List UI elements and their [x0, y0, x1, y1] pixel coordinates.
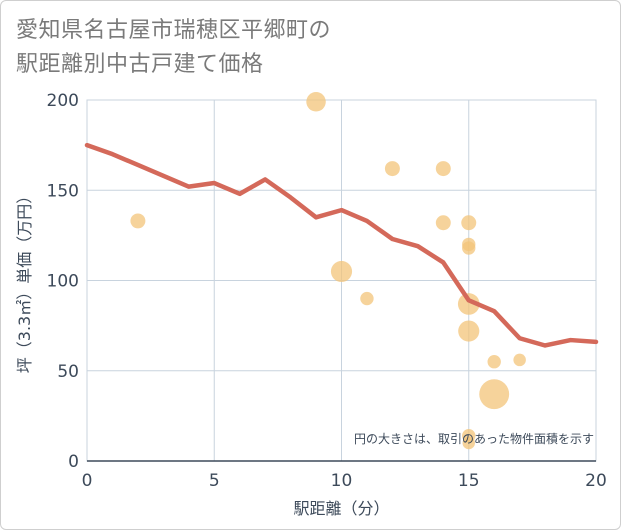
x-tick-label: 10 — [331, 471, 353, 491]
data-bubble — [479, 379, 510, 410]
data-bubble — [462, 241, 476, 255]
x-tick-label: 20 — [585, 471, 607, 491]
y-axis-label: 坪（3.3㎡）単価（万円） — [15, 188, 34, 373]
chart-title-line2: 駅距離別中古戸建て価格 — [16, 52, 264, 77]
data-bubble — [513, 353, 526, 367]
y-tick-label: 50 — [57, 362, 79, 382]
data-bubble — [306, 92, 326, 112]
y-tick-label: 150 — [47, 181, 79, 201]
data-bubble — [330, 260, 353, 283]
y-tick-label: 200 — [47, 91, 79, 111]
grid — [86, 99, 597, 462]
x-tick-label: 15 — [458, 471, 480, 491]
y-tick-label: 100 — [47, 272, 79, 292]
data-bubble — [461, 215, 477, 231]
chart-title: 愛知県名古屋市瑞穂区平郷町の 駅距離別中古戸建て価格 — [16, 14, 331, 82]
x-tick-label: 5 — [209, 471, 220, 491]
data-bubble — [384, 161, 400, 177]
data-bubble — [435, 161, 451, 177]
x-axis-label: 駅距離（分） — [293, 499, 389, 518]
trend-line-group — [84, 142, 599, 348]
x-tick-label: 0 — [82, 471, 93, 491]
data-bubble — [462, 436, 476, 450]
data-bubble — [458, 320, 480, 342]
data-bubble — [487, 355, 501, 369]
data-bubble — [435, 215, 451, 231]
chart-title-line1: 愛知県名古屋市瑞穂区平郷町の — [16, 18, 332, 43]
y-tick-label: 0 — [68, 452, 79, 472]
data-bubble — [360, 291, 374, 306]
data-bubble — [130, 213, 146, 229]
data-bubble — [457, 293, 480, 315]
bubbles — [130, 92, 526, 450]
trend-line — [84, 142, 599, 348]
size-note: 円の大きさは、取引のあった物件面積を示す — [354, 431, 594, 446]
